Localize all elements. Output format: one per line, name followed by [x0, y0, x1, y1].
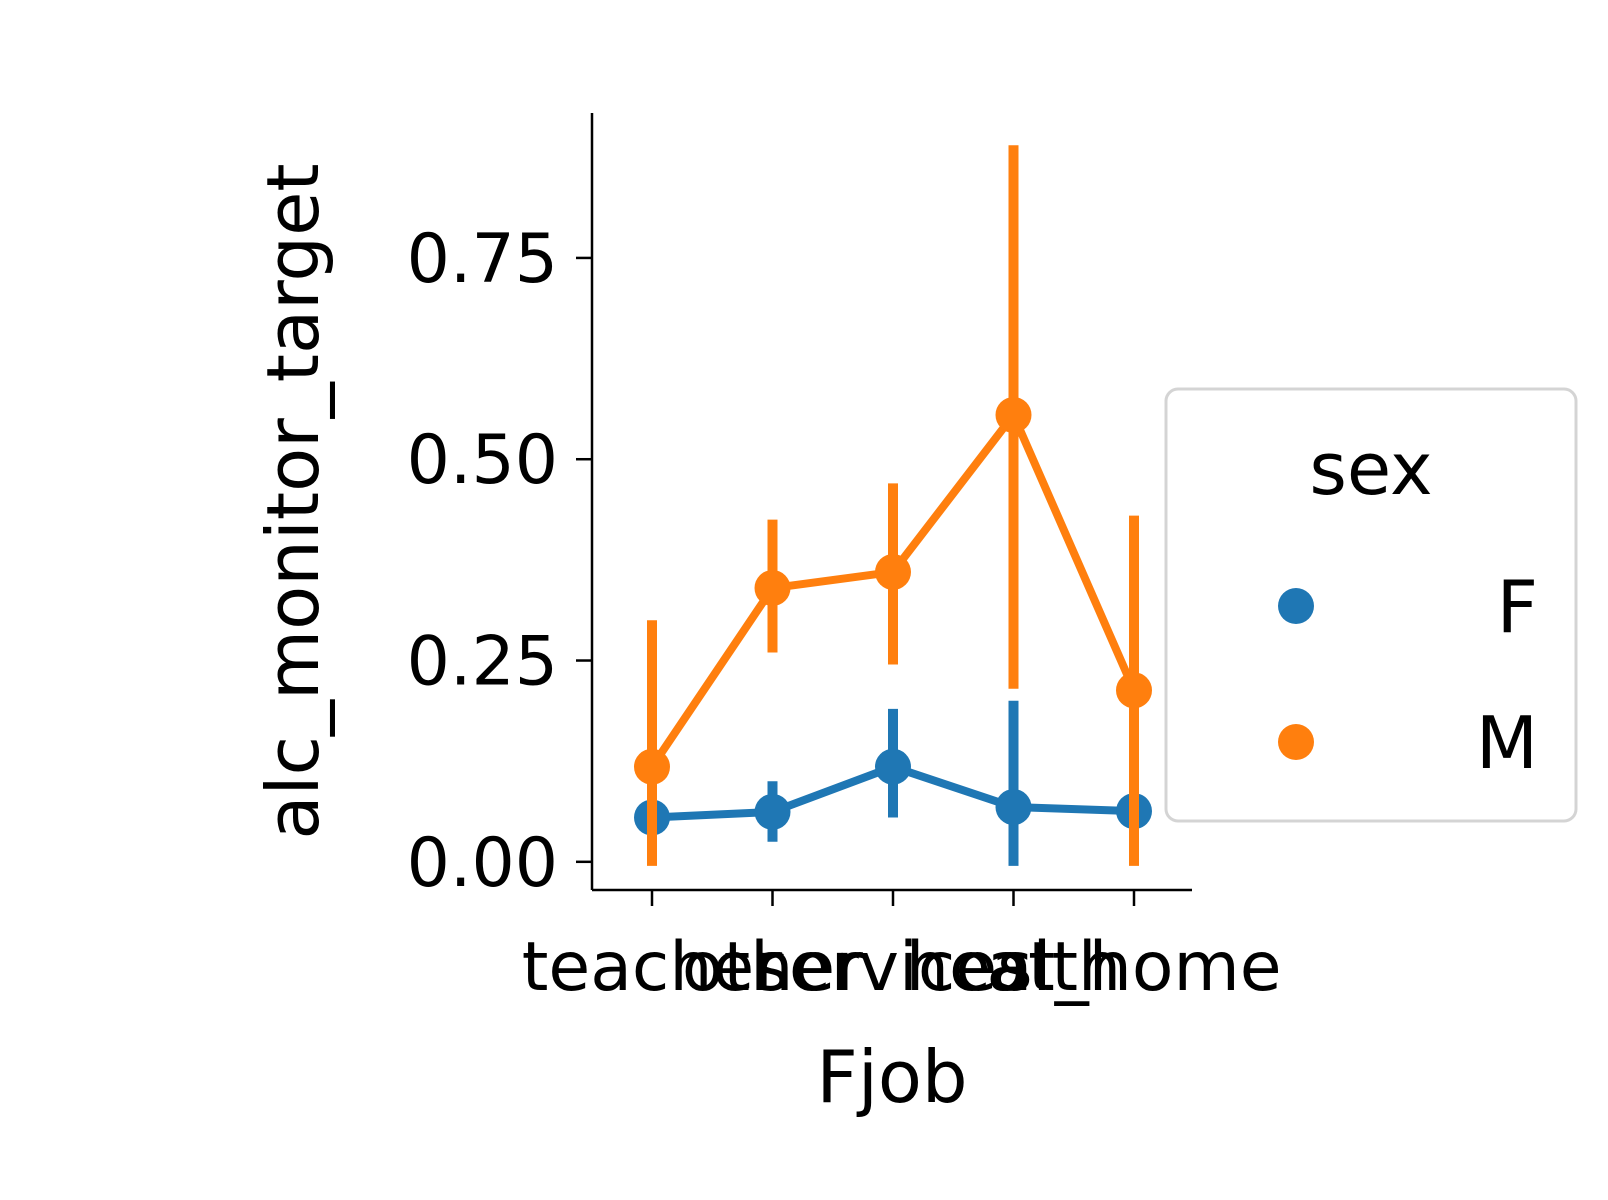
series-F — [634, 700, 1152, 866]
data-point — [875, 553, 911, 590]
x-tick-label: services — [753, 928, 1032, 1007]
data-point — [754, 793, 791, 830]
data-point — [995, 396, 1032, 433]
legend-marker — [1278, 724, 1314, 760]
y-tick-label: 0.75 — [407, 220, 558, 299]
legend-title: sex — [1309, 427, 1432, 511]
data-point — [634, 748, 670, 785]
legend: sex FM — [1164, 387, 1578, 823]
x-tick-label: at_home — [986, 928, 1281, 1007]
legend-label: F — [1497, 565, 1538, 649]
x-tick-label: health — [906, 928, 1121, 1007]
legend-frame — [1164, 387, 1578, 823]
x-tick-label: other — [682, 928, 863, 1007]
data-point — [875, 748, 911, 785]
x-axis-label: Fjob — [816, 1035, 967, 1119]
data-point — [754, 570, 791, 607]
data-point — [995, 789, 1032, 826]
legend-label: M — [1476, 701, 1538, 785]
data-point — [1116, 672, 1152, 709]
y-tick-label: 0.00 — [407, 824, 558, 903]
series-layer — [634, 145, 1152, 866]
y-tick-label: 0.25 — [407, 623, 558, 702]
series-M — [634, 145, 1152, 866]
y-axis-label: alc_monitor_target — [251, 163, 335, 839]
axes: 0.00 0.25 0.50 0.75 teacherotherservicesheal… — [407, 113, 1282, 1007]
x-tick-label: teacher — [522, 928, 782, 1007]
legend-marker — [1278, 588, 1314, 624]
y-tick-label: 0.50 — [407, 421, 558, 500]
